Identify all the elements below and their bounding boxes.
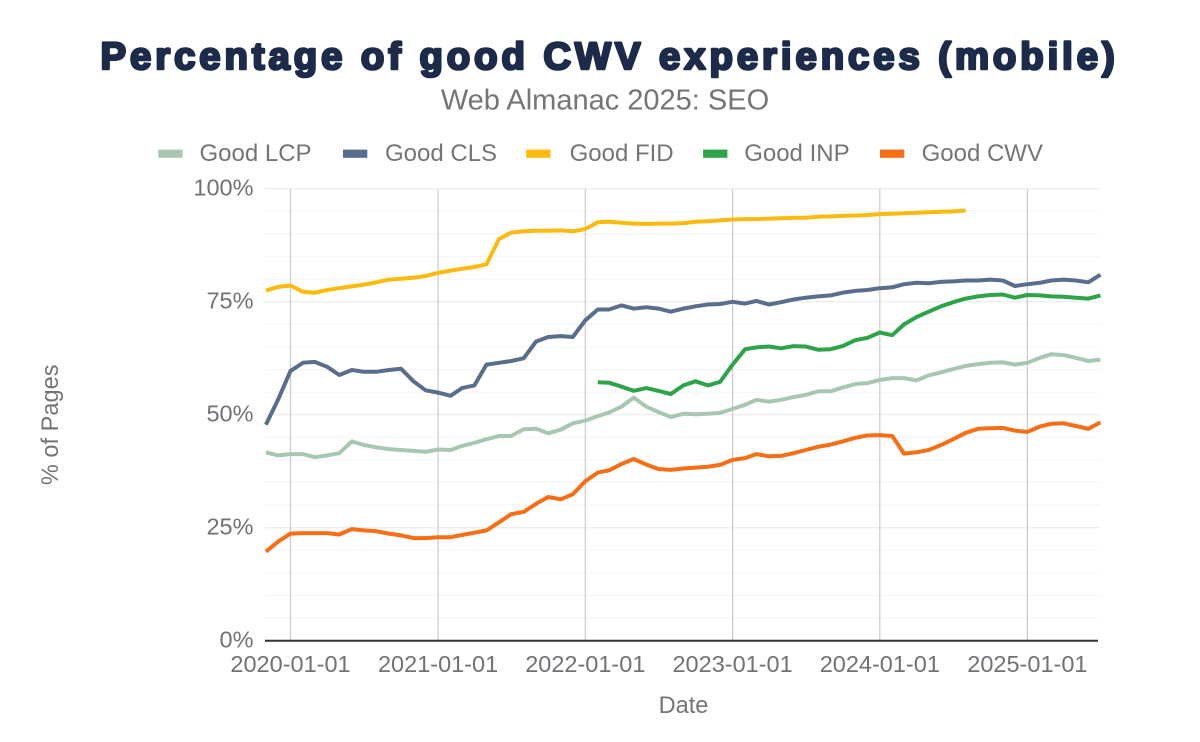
svg-text:75%: 75% bbox=[206, 288, 253, 314]
svg-text:25%: 25% bbox=[206, 514, 253, 540]
svg-text:Web Almanac 2025: SEO: Web Almanac 2025: SEO bbox=[441, 85, 769, 117]
svg-text:Good CLS: Good CLS bbox=[385, 140, 497, 167]
svg-text:0%: 0% bbox=[220, 627, 254, 653]
svg-text:Percentage of good CWV experie: Percentage of good CWV experiences (mobi… bbox=[101, 35, 1119, 78]
svg-text:Good CWV: Good CWV bbox=[922, 140, 1043, 167]
svg-text:2024-01-01: 2024-01-01 bbox=[820, 651, 940, 677]
svg-text:2025-01-01: 2025-01-01 bbox=[967, 651, 1087, 677]
svg-text:Date: Date bbox=[659, 693, 709, 719]
svg-text:Good INP: Good INP bbox=[744, 140, 849, 167]
svg-text:50%: 50% bbox=[206, 401, 253, 427]
svg-text:2021-01-01: 2021-01-01 bbox=[378, 651, 498, 677]
svg-text:Good LCP: Good LCP bbox=[200, 140, 312, 167]
svg-text:2022-01-01: 2022-01-01 bbox=[525, 651, 645, 677]
svg-text:100%: 100% bbox=[193, 175, 253, 201]
svg-text:Good FID: Good FID bbox=[570, 140, 674, 167]
svg-text:2023-01-01: 2023-01-01 bbox=[672, 651, 792, 677]
svg-text:2020-01-01: 2020-01-01 bbox=[230, 651, 350, 677]
svg-text:% of Pages: % of Pages bbox=[38, 364, 64, 485]
